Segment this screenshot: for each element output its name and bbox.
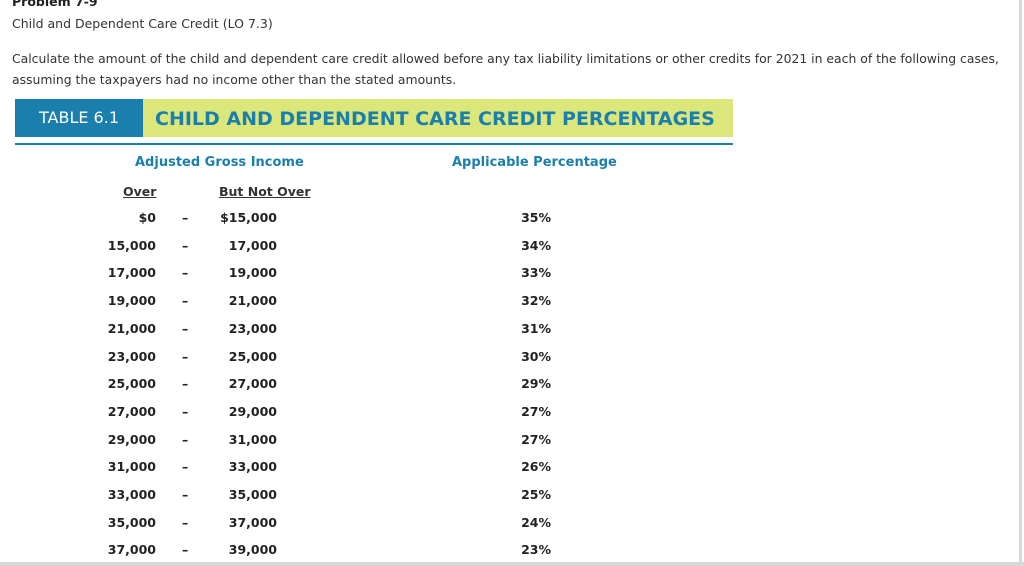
over: 27,000 — [107, 403, 156, 419]
percentage: 33% — [521, 265, 551, 281]
over: 37,000 — [107, 542, 156, 558]
but-not-over: 37,000 — [228, 514, 277, 530]
over: 19,000 — [107, 293, 156, 309]
over: $0 — [138, 210, 156, 225]
but-not-over: 23,000 — [228, 320, 277, 336]
but-not-over: 25,000 — [228, 348, 277, 364]
dash: – — [182, 487, 189, 502]
but-not-over: 19,000 — [228, 265, 277, 281]
dash: – — [182, 403, 189, 419]
table-label: TABLE 6.1 — [15, 99, 143, 137]
percentage: 26% — [521, 459, 551, 475]
dash: – — [182, 431, 189, 447]
dash: – — [182, 542, 189, 558]
over: 21,000 — [107, 320, 156, 336]
instructions: Calculate the amount of the child and de… — [12, 51, 999, 87]
percentage: 23% — [521, 542, 551, 558]
frame-edge — [0, 562, 1024, 566]
but-not-over: 27,000 — [228, 376, 277, 392]
percentage: 30% — [521, 348, 551, 364]
dash: – — [182, 293, 189, 309]
dash: – — [182, 514, 189, 530]
over: 15,000 — [107, 237, 156, 253]
but-not-over: 17,000 — [228, 237, 277, 253]
but-not-over: 35,000 — [228, 487, 277, 502]
but-not-over: 31,000 — [228, 431, 277, 447]
but-not-over: 21,000 — [228, 293, 277, 309]
table-rule — [15, 143, 733, 145]
percentage: 27% — [521, 431, 551, 447]
table-title: CHILD AND DEPENDENT CARE CREDIT PERCENTA… — [143, 99, 733, 137]
but-not-over: $15,000 — [220, 210, 277, 225]
over: 33,000 — [107, 487, 156, 502]
percentage: 31% — [521, 320, 551, 336]
dash: – — [182, 376, 189, 392]
dash: – — [182, 237, 189, 253]
but-not-over: 39,000 — [228, 542, 277, 558]
percentage: 34% — [521, 237, 551, 253]
sub-header: Over — [123, 184, 157, 199]
dash: – — [182, 459, 189, 475]
dash: – — [182, 265, 189, 281]
over: 35,000 — [107, 514, 156, 530]
problem-title: Problem 7-9 — [12, 0, 98, 9]
over: 29,000 — [107, 431, 156, 447]
percentage: 24% — [521, 514, 551, 530]
problem-subtitle: Child and Dependent Care Credit (LO 7.3) — [12, 16, 273, 31]
percentage: 25% — [521, 487, 551, 502]
but-not-over: 33,000 — [228, 459, 277, 475]
percentage: 29% — [521, 376, 551, 392]
over: 23,000 — [107, 348, 156, 364]
over: 31,000 — [107, 459, 156, 475]
but-not-over: 29,000 — [228, 403, 277, 419]
dash: – — [182, 210, 189, 225]
over: 25,000 — [107, 376, 156, 392]
sub-header: But Not Over — [219, 184, 311, 199]
dash: – — [182, 348, 189, 364]
percentage: 35% — [521, 210, 551, 225]
percentage: 32% — [521, 293, 551, 309]
dash: – — [182, 320, 189, 336]
percent-header: Applicable Percentage — [452, 155, 617, 170]
frame-edge — [1019, 0, 1022, 566]
percentage: 27% — [521, 403, 551, 419]
over: 17,000 — [107, 265, 156, 281]
group-header: Adjusted Gross Income — [135, 155, 304, 170]
